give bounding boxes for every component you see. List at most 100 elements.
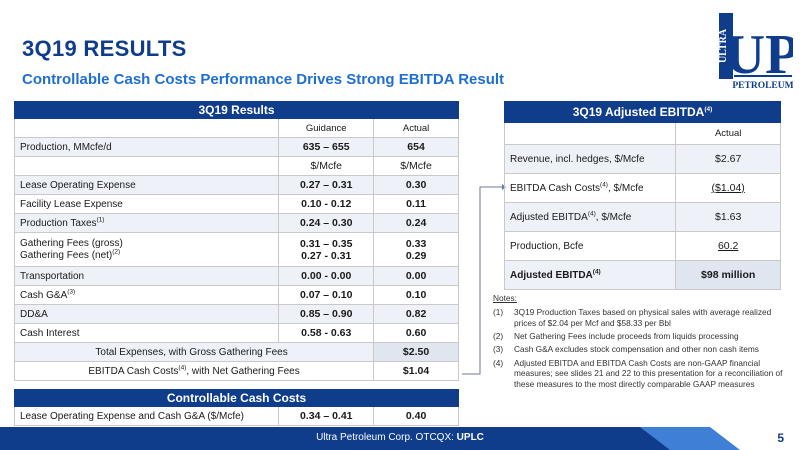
row-guidance: 0.27 – 0.31 xyxy=(278,175,375,195)
total-expenses-label: Total Expenses, with Gross Gathering Fee… xyxy=(13,342,375,362)
table-row: DD&A 0.85 – 0.90 0.82 xyxy=(13,304,459,324)
row-label: Revenue, incl. hedges, $/Mcfe xyxy=(503,144,677,174)
gathering-labels: Gathering Fees (gross) Gathering Fees (n… xyxy=(13,232,280,267)
ultra-petroleum-logo: ULTRA UP PETROLEUM xyxy=(717,11,793,93)
footnote-item: (2) Net Gathering Fees include proceeds … xyxy=(493,331,793,341)
results-col-blank xyxy=(13,118,280,138)
footnote-item: (3) Cash G&A excludes stock compensation… xyxy=(493,344,793,354)
row-actual: 0.30 xyxy=(373,175,459,195)
row-label: EBITDA Cash Costs xyxy=(510,182,601,194)
gathering-guidance: 0.31 – 0.35 0.27 - 0.31 xyxy=(278,232,375,267)
row-label: DD&A xyxy=(13,304,280,324)
footnote-ref: (2) xyxy=(112,248,121,256)
ebitda-col-actual: Actual xyxy=(675,122,781,145)
footnote-ref: (4) xyxy=(600,181,608,189)
label-part: , $/Mcfe xyxy=(607,182,644,194)
row-guidance: 0.00 - 0.00 xyxy=(278,266,375,286)
ebitda-header-text: 3Q19 Adjusted EBITDA xyxy=(572,105,705,119)
footer-company-name: Ultra Petroleum Corp. OTCQX: xyxy=(316,432,454,443)
total-expenses-row: Total Expenses, with Gross Gathering Fee… xyxy=(13,342,459,362)
ebitda-total-value: $98 million xyxy=(675,260,781,290)
units-row: $/Mcfe $/Mcfe xyxy=(13,156,459,176)
row-actual: 0.33 xyxy=(405,237,427,250)
row-actual: 0.00 xyxy=(373,266,459,286)
row-label: Facility Lease Expense xyxy=(13,194,280,214)
table-row: Transportation 0.00 - 0.00 0.00 xyxy=(13,266,459,286)
footnote-text: 3Q19 Production Taxes based on physical … xyxy=(514,307,772,328)
footnote-ref: (4) xyxy=(178,364,187,372)
controllable-cash-costs-table: Controllable Cash Costs Lease Operating … xyxy=(13,389,459,426)
footer-decoration xyxy=(640,427,800,450)
row-actual: 0.10 xyxy=(373,285,459,305)
table-row: Production, MMcfe/d 635 – 655 654 xyxy=(13,137,459,157)
table-row: EBITDA Cash Costs(4), $/Mcfe ($1.04) xyxy=(503,173,781,203)
footnote-text: Adjusted EBITDA and EBITDA Cash Costs ar… xyxy=(514,357,783,389)
footnote-item: (4) Adjusted EBITDA and EBITDA Cash Cost… xyxy=(493,358,793,389)
ebitda-header-row: 3Q19 Adjusted EBITDA(4) xyxy=(504,101,781,123)
logo-text-ultra: ULTRA xyxy=(718,28,729,63)
footnote-number: (1) xyxy=(493,307,504,318)
row-actual: 0.24 xyxy=(373,213,459,233)
row-actual: 654 xyxy=(373,137,459,157)
table-row: Lease Operating Expense 0.27 – 0.31 0.30 xyxy=(13,175,459,195)
page-subtitle: Controllable Cash Costs Performance Driv… xyxy=(22,71,505,88)
label-part: , with Net Gathering Fees xyxy=(186,365,300,377)
gathering-row: Gathering Fees (gross) Gathering Fees (n… xyxy=(13,232,459,267)
row-label-with-note: Gathering Fees (net)(2) xyxy=(20,248,273,262)
row-guidance: 0.34 – 0.41 xyxy=(278,406,375,426)
table-row: Revenue, incl. hedges, $/Mcfe $2.67 xyxy=(503,144,781,174)
table-row: Adjusted EBITDA(4), $/Mcfe $1.63 xyxy=(503,202,781,232)
row-actual: 0.82 xyxy=(373,304,459,324)
footnote-text: Net Gathering Fees include proceeds from… xyxy=(514,331,739,342)
table-row: Lease Operating Expense and Cash G&A ($/… xyxy=(13,406,459,426)
row-value: $2.67 xyxy=(675,144,781,174)
table-row: Production, Bcfe 60.2 xyxy=(503,231,781,261)
footnote-ref: (3) xyxy=(67,288,76,296)
row-label: Lease Operating Expense and Cash G&A ($/… xyxy=(13,406,280,426)
row-label: Transportation xyxy=(13,266,280,286)
footnote-ref: (4) xyxy=(587,210,596,218)
row-guidance: 635 – 655 xyxy=(278,137,375,157)
table-row: Cash Interest 0.58 - 0.63 0.60 xyxy=(13,323,459,343)
unit-guidance: $/Mcfe xyxy=(278,156,375,176)
ebitda-cash-costs-label: EBITDA Cash Costs(4), with Net Gathering… xyxy=(13,361,375,381)
row-label: Adjusted EBITDA xyxy=(510,211,588,223)
gathering-actual: 0.33 0.29 xyxy=(373,232,459,267)
ebitda-cash-costs-row: EBITDA Cash Costs(4), with Net Gathering… xyxy=(13,361,459,381)
row-guidance: 0.07 – 0.10 xyxy=(278,285,375,305)
row-label: Production, Bcfe xyxy=(503,231,677,261)
row-value: $1.63 xyxy=(675,202,781,232)
results-column-header-row: Guidance Actual xyxy=(13,118,459,138)
footnotes: Notes: (1) 3Q19 Production Taxes based o… xyxy=(493,293,793,392)
footnote-number: (3) xyxy=(493,344,504,355)
row-value: ($1.04) xyxy=(675,173,781,203)
footnote-ref: (1) xyxy=(96,216,105,224)
row-value: 60.2 xyxy=(675,231,781,261)
label-part: EBITDA Cash Costs xyxy=(88,365,179,377)
row-actual: 0.29 xyxy=(405,249,427,262)
row-label: Cash Interest xyxy=(13,323,280,343)
row-actual: 0.11 xyxy=(373,194,459,214)
row-actual: 0.40 xyxy=(373,406,459,426)
row-label: Gathering Fees (gross) xyxy=(20,237,123,249)
row-label: Cash G&A xyxy=(20,289,68,301)
footer-bar: Ultra Petroleum Corp. OTCQX: UPLC 5 xyxy=(0,427,800,450)
row-guidance: 0.27 - 0.31 xyxy=(301,249,352,262)
ebitda-column-header-row: Actual xyxy=(503,122,781,145)
footnote-ref: (4) xyxy=(592,268,601,276)
ebitda-header: 3Q19 Adjusted EBITDA(4) xyxy=(504,101,781,123)
footer-ticker: UPLC xyxy=(456,432,484,443)
logo-text-petroleum: PETROLEUM xyxy=(732,81,793,91)
controllable-header-row: Controllable Cash Costs xyxy=(14,389,459,407)
row-guidance: 0.10 - 0.12 xyxy=(278,194,375,214)
footnote-text: Cash G&A excludes stock compensation and… xyxy=(514,344,759,355)
row-label-with-note: Cash G&A(3) xyxy=(13,285,280,305)
results-table: 3Q19 Results Guidance Actual Production,… xyxy=(13,101,459,381)
footnote-number: (2) xyxy=(493,331,504,342)
row-label: Production, MMcfe/d xyxy=(13,137,280,157)
ebitda-total-label: Adjusted EBITDA(4) xyxy=(503,260,677,290)
footnote-ref: (4) xyxy=(704,106,713,113)
row-label-with-note: Production Taxes(1) xyxy=(13,213,280,233)
results-col-actual: Actual xyxy=(373,118,459,138)
row-guidance: 0.24 – 0.30 xyxy=(278,213,375,233)
